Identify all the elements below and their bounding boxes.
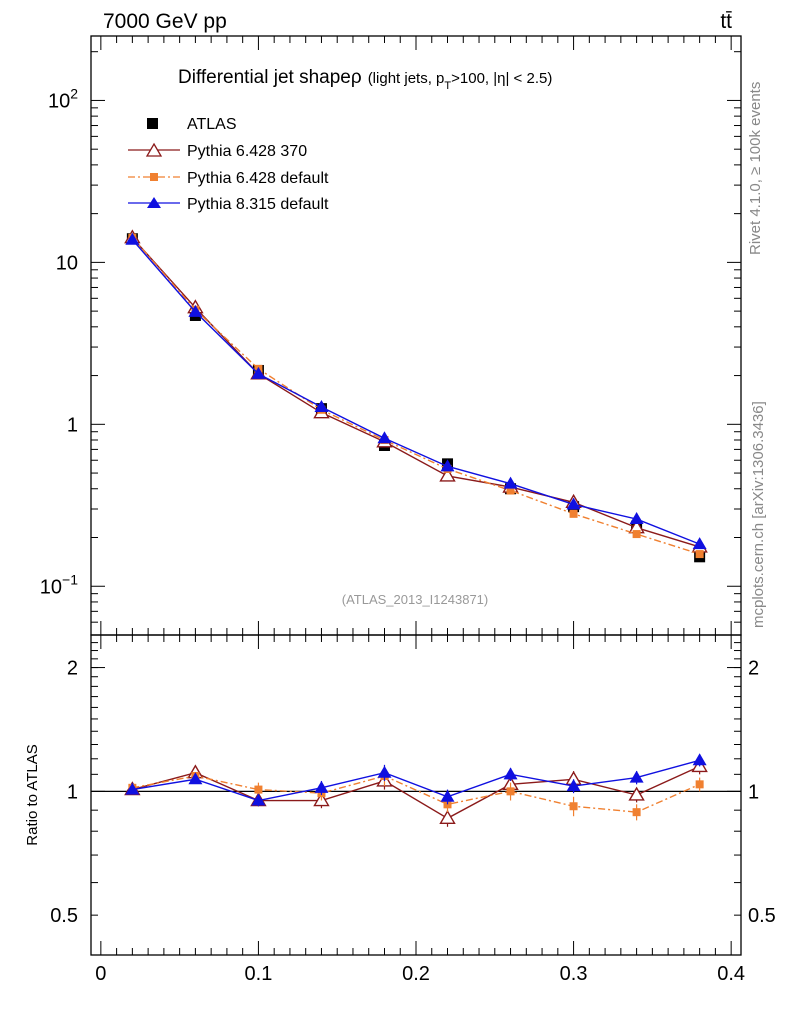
legend-label-pythia6-370: Pythia 6.428 370 [187,143,307,160]
ratio-pythia8-point [314,780,329,793]
ratio-pythia6-370-point [628,786,645,801]
main-y-tick-base: 1 [67,414,78,436]
ratio-ylabel: Ratio to ATLAS [24,744,41,845]
pythia8-point [188,304,203,317]
ratio-pythia8-point [692,753,707,766]
pythia8-point [251,366,266,379]
ratio-y-tick-label-left: 2 [67,658,78,680]
legend-label-pythia6-default: Pythia 6.428 default [187,170,329,187]
ratio-panel-frame [90,634,742,956]
main-subtitle-post: >100, |η| < 2.5) [451,70,552,87]
ratio-series-line-0 [132,765,700,820]
main-title: Differential jet shapeρ (light jets, pT>1… [178,67,552,92]
main-y-tick-label: 10 [56,252,78,274]
ratio-y-tick-label-left: 1 [67,781,78,803]
pythia8-point [125,232,140,245]
ratio-pythia8-point [629,770,644,783]
x-tick-label: 0.1 [245,963,273,985]
pythia8-point [566,497,581,510]
x-tick-label: 0 [95,963,106,985]
ratio-y-tick-label-right: 1 [748,781,759,803]
legend-marker-pythia6-370 [145,142,163,157]
pythia6-default-point [569,509,578,518]
legend: ATLAS Pythia 6.428 370 Pythia 6.428 defa… [128,116,329,213]
ratio-pythia8-point [188,772,203,785]
pythia8-point [503,476,518,489]
pythia8-point [629,512,644,525]
main-y-tick-base: 10 [56,252,78,274]
ratio-pythia6-default-point [254,785,263,794]
ratio-pythia8-point [566,779,581,792]
legend-marker-pythia8 [147,197,161,208]
ratio-y-tick-label-right: 2 [748,658,759,680]
ratio-pythia6-default-point [506,787,515,796]
main-title-text: Differential jet shape [178,67,351,88]
ratio-series-line-1 [132,775,700,813]
analysis-id-label: (ATLAS_2013_I1243871) [342,592,488,607]
main-y-tick-exponent: −1 [62,571,78,587]
pythia6-default-point [632,530,641,539]
pythia6-default-point [506,486,515,495]
legend-label-atlas: ATLAS [187,116,237,133]
ratio-y-tick-label-right: 0.5 [748,905,776,927]
process-label: tt̄ [720,10,732,33]
main-series-line-3 [131,239,700,545]
x-tick-label: 0.3 [560,963,588,985]
ratio-pythia8-point [125,782,140,795]
mcplots-label: mcplots.cern.ch [arXiv:1306.3436] [750,401,767,628]
x-tick-label: 0.2 [402,963,430,985]
pythia8-point [314,399,329,412]
legend-marker-atlas [147,118,158,129]
ratio-pythia6-370-point [439,809,456,824]
ratio-pythia8-point [377,765,392,778]
ratio-axis-ticks: 2 2 1 1 0.5 0.5 0 0.1 0.2 0.3 0.4 [50,635,776,985]
main-title-symbol: ρ [351,67,362,88]
pythia6-default-point [695,550,704,559]
main-y-tick-label: 10−1 [40,571,78,598]
ratio-pythia8-point [251,793,266,806]
legend-marker-pythia6-default [150,173,158,181]
main-subtitle-pre: (light jets, p [368,70,445,87]
main-y-tick-label: 1 [67,414,78,436]
ratio-series-group [124,753,708,827]
main-series-line-1 [131,237,700,548]
pythia8-point [377,431,392,444]
main-y-tick-exponent: 2 [70,85,78,101]
rivet-version-label: Rivet 4.1.0, ≥ 100k events [747,82,764,255]
pythia6-370-point [439,467,456,482]
legend-label-pythia8: Pythia 8.315 default [187,196,329,213]
main-series-group [124,229,708,563]
ratio-y-tick-label-left: 0.5 [50,905,78,927]
ratio-series-line-2 [132,759,700,802]
main-series-line-2 [131,237,700,555]
pythia8-point [440,459,455,472]
main-y-tick-base: 10 [48,90,70,112]
ratio-pythia6-default-point [569,802,578,811]
x-tick-label: 0.4 [717,963,745,985]
pythia8-point [692,537,707,550]
ratio-pythia6-default-point [632,808,641,817]
main-y-tick-label: 102 [48,85,78,112]
main-subtitle-sub: T [444,80,451,92]
ratio-pythia8-point [440,789,455,802]
energy-label: 7000 GeV pp [103,10,227,33]
ratio-pythia6-default-point [695,780,704,789]
ratio-pythia8-point [503,767,518,780]
main-y-tick-base: 10 [40,576,62,598]
